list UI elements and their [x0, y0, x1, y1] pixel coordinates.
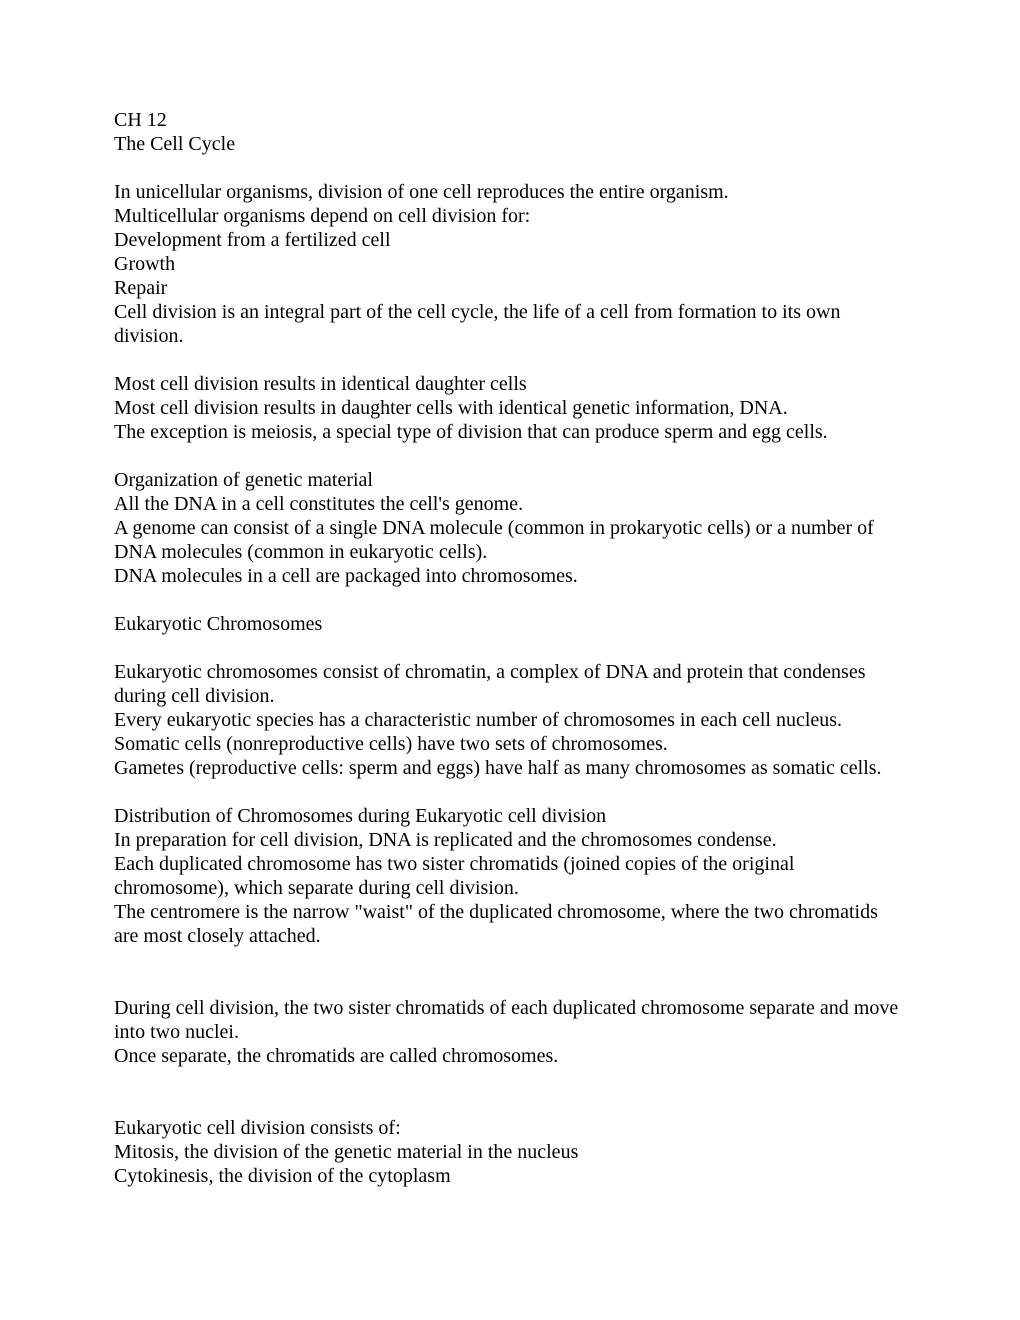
paragraph-7: During cell division, the two sister chr… — [114, 996, 906, 1068]
body-text: The exception is meiosis, a special type… — [114, 420, 906, 444]
body-text: Once separate, the chromatids are called… — [114, 1044, 906, 1068]
body-text: Multicellular organisms depend on cell d… — [114, 204, 906, 228]
paragraph-8: Eukaryotic cell division consists of: Mi… — [114, 1116, 906, 1188]
body-text: In preparation for cell division, DNA is… — [114, 828, 906, 852]
body-text: Every eukaryotic species has a character… — [114, 708, 906, 732]
body-text: Most cell division results in identical … — [114, 372, 906, 396]
chapter-title: The Cell Cycle — [114, 132, 906, 156]
body-text: Most cell division results in daughter c… — [114, 396, 906, 420]
body-text: Organization of genetic material — [114, 468, 906, 492]
body-text: Cell division is an integral part of the… — [114, 300, 906, 348]
body-text: DNA molecules in a cell are packaged int… — [114, 564, 906, 588]
document-page: CH 12 The Cell Cycle In unicellular orga… — [0, 0, 1020, 1188]
section-heading: Eukaryotic Chromosomes — [114, 612, 906, 636]
body-text: Growth — [114, 252, 906, 276]
paragraph-3: Organization of genetic material All the… — [114, 468, 906, 588]
header-block: CH 12 The Cell Cycle — [114, 108, 906, 156]
chapter-label: CH 12 — [114, 108, 906, 132]
body-text: Repair — [114, 276, 906, 300]
body-text: Eukaryotic cell division consists of: — [114, 1116, 906, 1140]
body-text: All the DNA in a cell constitutes the ce… — [114, 492, 906, 516]
body-text: Distribution of Chromosomes during Eukar… — [114, 804, 906, 828]
body-text: Cytokinesis, the division of the cytopla… — [114, 1164, 906, 1188]
body-text: Development from a fertilized cell — [114, 228, 906, 252]
body-text: The centromere is the narrow "waist" of … — [114, 900, 906, 948]
body-text: Each duplicated chromosome has two siste… — [114, 852, 906, 900]
paragraph-5: Eukaryotic chromosomes consist of chroma… — [114, 660, 906, 780]
paragraph-6: Distribution of Chromosomes during Eukar… — [114, 804, 906, 948]
body-text: A genome can consist of a single DNA mol… — [114, 516, 906, 564]
paragraph-4: Eukaryotic Chromosomes — [114, 612, 906, 636]
body-text: In unicellular organisms, division of on… — [114, 180, 906, 204]
paragraph-2: Most cell division results in identical … — [114, 372, 906, 444]
body-text: Somatic cells (nonreproductive cells) ha… — [114, 732, 906, 756]
body-text: Gametes (reproductive cells: sperm and e… — [114, 756, 906, 780]
body-text: Eukaryotic chromosomes consist of chroma… — [114, 660, 906, 708]
body-text: Mitosis, the division of the genetic mat… — [114, 1140, 906, 1164]
body-text: During cell division, the two sister chr… — [114, 996, 906, 1044]
paragraph-1: In unicellular organisms, division of on… — [114, 180, 906, 348]
